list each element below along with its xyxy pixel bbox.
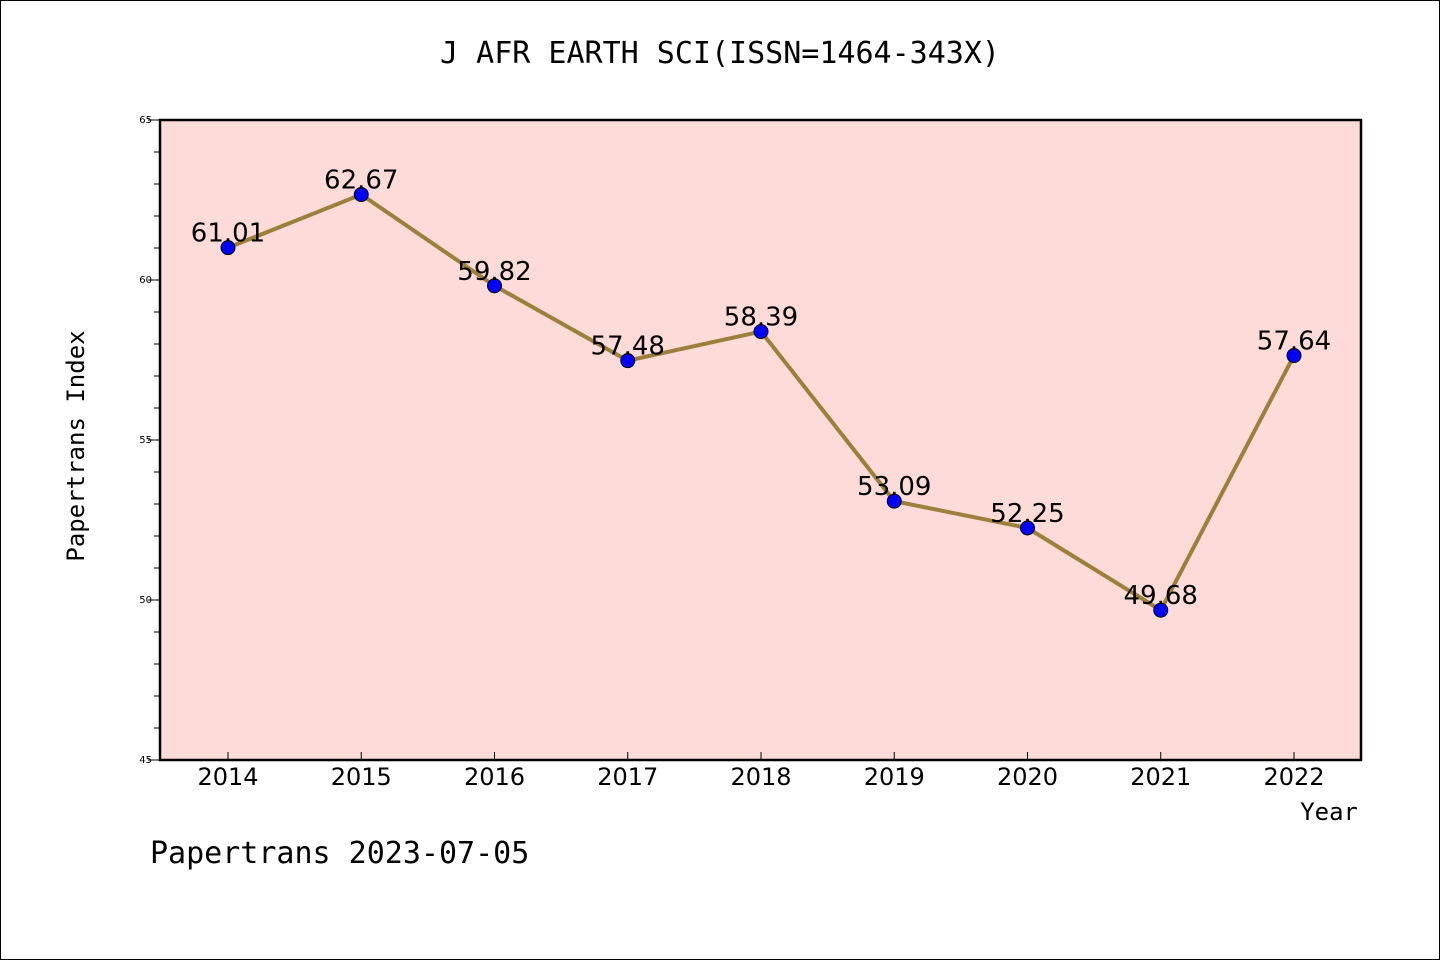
- data-point: [753, 324, 769, 340]
- x-tick-label: 2020: [997, 763, 1058, 791]
- data-label: 52.25: [990, 499, 1064, 529]
- data-point: [220, 240, 236, 256]
- data-point: [1286, 348, 1302, 364]
- x-tick-label: 2017: [597, 763, 658, 791]
- x-tick-label: 2021: [1130, 763, 1191, 791]
- y-tick-label: 65: [139, 115, 152, 126]
- x-tick-label: 2015: [331, 763, 392, 791]
- footer-credit: Papertrans 2023-07-05: [150, 836, 530, 871]
- x-tick-label: 2014: [197, 763, 258, 791]
- data-label: 49.68: [1124, 581, 1198, 611]
- data-label: 59.82: [457, 257, 531, 287]
- data-label: 53.09: [857, 472, 931, 502]
- plot-border: [158, 118, 1363, 762]
- data-point: [1153, 602, 1169, 618]
- data-label: 61.01: [191, 219, 265, 249]
- data-label: 57.64: [1257, 327, 1331, 357]
- data-point: [353, 187, 369, 203]
- x-tick-label: 2022: [1263, 763, 1324, 791]
- chart-title: J AFR EARTH SCI(ISSN=1464-343X): [440, 36, 1000, 71]
- x-tick-label: 2019: [864, 763, 925, 791]
- data-label: 58.39: [724, 303, 798, 333]
- y-tick-label: 60: [139, 275, 152, 286]
- data-point: [620, 353, 636, 369]
- x-axis-label: Year: [1300, 798, 1358, 826]
- y-tick-label: 50: [139, 595, 152, 606]
- data-point: [886, 493, 902, 509]
- data-point: [1020, 520, 1035, 536]
- data-label: 57.48: [591, 332, 665, 362]
- y-tick-label: 45: [139, 755, 152, 766]
- plot-area: [160, 120, 1361, 760]
- x-tick-label: 2016: [464, 763, 525, 791]
- data-label: 62.67: [324, 166, 398, 196]
- data-point: [487, 278, 502, 294]
- y-tick-label: 55: [139, 435, 152, 446]
- x-tick-label: 2018: [730, 763, 791, 791]
